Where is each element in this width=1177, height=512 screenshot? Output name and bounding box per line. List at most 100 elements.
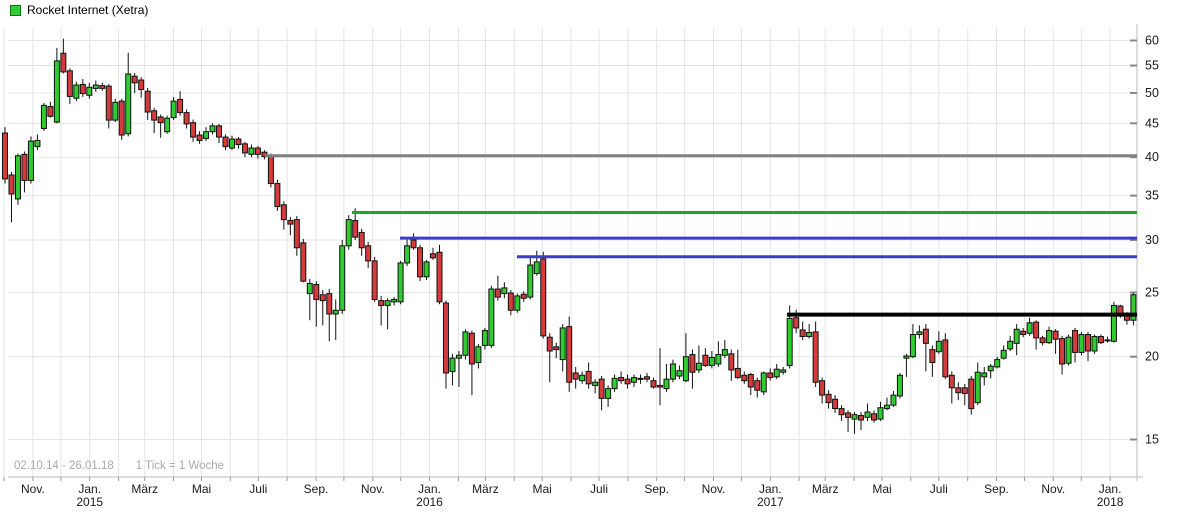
- candle-body-up: [1078, 334, 1085, 353]
- candlestick: [60, 38, 67, 74]
- candlestick: [455, 350, 462, 388]
- candlestick: [922, 324, 929, 372]
- candlestick: [799, 321, 806, 340]
- candle-body-down: [955, 387, 962, 394]
- candlestick: [1007, 335, 1014, 351]
- candlestick: [86, 82, 93, 99]
- candlestick: [222, 134, 229, 151]
- chart-footer: 02.10.14 - 26.01.18 1 Tick = 1 Woche: [14, 460, 224, 472]
- candlestick: [79, 78, 86, 98]
- candlestick: [34, 134, 41, 151]
- candle-body-up: [475, 346, 482, 364]
- candlestick: [2, 127, 8, 184]
- candle-body-up: [987, 365, 994, 372]
- candlestick: [1026, 317, 1033, 336]
- candlestick: [650, 377, 657, 389]
- candlestick: [1110, 301, 1117, 343]
- candlestick: [507, 290, 514, 316]
- legend: Rocket Internet (Xetra): [10, 3, 148, 17]
- candlestick: [877, 401, 884, 421]
- candle-body-down: [540, 258, 547, 337]
- candlestick: [53, 47, 60, 124]
- candle-body-down: [702, 354, 709, 366]
- candle-body-up: [533, 261, 540, 275]
- candle-body-down: [585, 370, 592, 385]
- candle-body-up: [423, 261, 430, 278]
- candlestick: [987, 363, 994, 379]
- candle-body-down: [1020, 330, 1027, 336]
- candlestick: [961, 383, 968, 406]
- candlestick: [858, 412, 865, 431]
- candle-body-down: [99, 85, 106, 89]
- candle-body-down: [546, 336, 553, 352]
- x-year-label: 2016: [416, 495, 443, 509]
- candle-body-down: [1072, 330, 1079, 353]
- candlestick: [267, 153, 274, 188]
- candlestick: [585, 362, 592, 389]
- candle-body-down: [183, 112, 190, 125]
- candlestick: [1052, 329, 1059, 354]
- candlestick: [883, 397, 890, 411]
- x-tick-label: Sep.: [644, 482, 669, 496]
- candle-body-up: [721, 349, 728, 356]
- candle-body-down: [1084, 334, 1091, 352]
- candle-body-down: [942, 339, 949, 378]
- candle-body-down: [274, 183, 281, 208]
- candle-body-up: [559, 327, 566, 361]
- candle-body-up: [1065, 336, 1072, 364]
- candlestick: [430, 247, 437, 260]
- x-tick-label: März: [131, 482, 158, 496]
- candle-body-down: [300, 242, 307, 282]
- candle-body-up: [449, 357, 456, 372]
- candlestick: [313, 281, 320, 327]
- candle-body-up: [786, 317, 793, 366]
- candle-body-up: [695, 362, 702, 371]
- candlestick: [1072, 327, 1079, 363]
- x-tick-label: Sep.: [984, 482, 1009, 496]
- candle-body-down: [241, 143, 248, 154]
- candlestick: [404, 239, 411, 267]
- candlestick: [449, 353, 456, 386]
- candle-body-down: [929, 349, 936, 364]
- x-tick-label: März: [472, 482, 499, 496]
- candle-body-down: [21, 153, 28, 181]
- candle-body-up: [916, 331, 923, 336]
- candlestick: [397, 260, 404, 305]
- candlestick: [442, 300, 449, 389]
- candle-body-down: [358, 231, 365, 249]
- y-tick-label: 20: [1145, 350, 1159, 364]
- candlestick: [423, 259, 430, 281]
- candlestick: [410, 233, 417, 250]
- candlestick: [909, 324, 916, 359]
- candle-body-down: [507, 292, 514, 311]
- candle-body-down: [365, 245, 372, 262]
- candlestick: [760, 371, 767, 396]
- candlestick: [618, 371, 625, 384]
- candle-body-down: [313, 284, 320, 300]
- x-tick-label: Nov.: [702, 482, 726, 496]
- y-tick-label: 60: [1145, 34, 1159, 48]
- x-tick-label: März: [812, 482, 839, 496]
- candlestick: [332, 299, 339, 340]
- candlestick: [274, 179, 281, 211]
- candlestick: [287, 216, 294, 236]
- x-tick-label: Sep.: [304, 482, 329, 496]
- candlestick: [293, 216, 300, 256]
- candle-body-down: [819, 380, 826, 396]
- candlestick: [378, 295, 385, 326]
- y-tick-label: 40: [1145, 150, 1159, 164]
- candlestick: [131, 72, 138, 93]
- candle-body-up: [501, 287, 508, 295]
- candlestick: [631, 374, 638, 388]
- candle-body-down: [378, 300, 385, 306]
- candlestick: [832, 395, 839, 413]
- candlestick: [92, 80, 99, 92]
- candlestick: [1059, 335, 1066, 375]
- candlestick: [306, 278, 313, 321]
- candle-body-up: [228, 138, 235, 149]
- candlestick: [1046, 326, 1053, 345]
- candle-body-up: [909, 334, 916, 358]
- candlestick: [540, 251, 547, 339]
- candle-body-down: [293, 219, 300, 249]
